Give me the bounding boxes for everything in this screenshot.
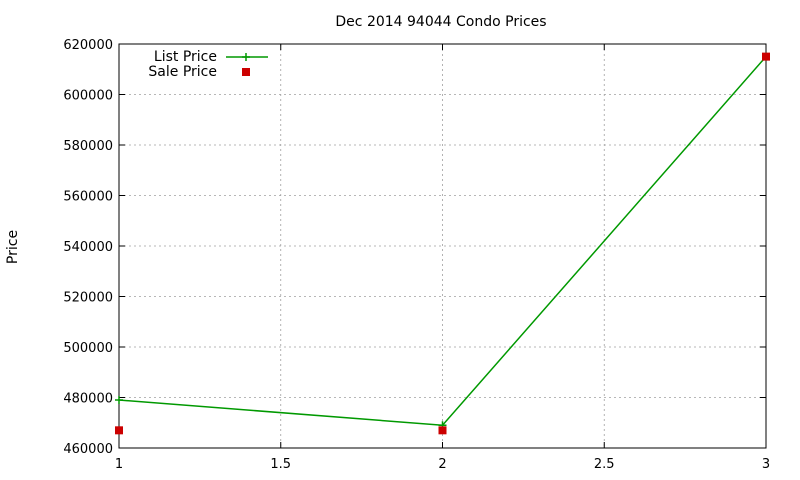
y-axis-label: Price [5,230,21,264]
y-tick-label: 560000 [63,190,113,205]
series-layer [115,52,770,435]
list-price-point [115,396,123,405]
y-tick-label: 540000 [63,240,113,255]
y-tick-label: 600000 [63,89,113,104]
y-tick-label: 460000 [63,442,113,457]
grid-lines [119,44,766,448]
axis-ticks: 460000 480000 500000 520000 540000 560000 5800… [63,38,770,472]
legend-marker-list-price [242,53,250,61]
x-tick-label: 2 [438,457,446,472]
x-tick-label: 3 [762,457,770,472]
chart-title: Dec 2014 94044 Condo Prices [335,14,546,30]
sale-price-point [438,426,447,435]
legend-label-list-price: List Price [154,49,217,65]
y-tick-label: 620000 [63,38,113,53]
y-tick-label: 520000 [63,291,113,306]
x-tick-label: 1 [115,457,123,472]
y-tick-label: 480000 [63,392,113,407]
x-tick-label: 2.5 [594,457,615,472]
legend-label-sale-price: Sale Price [148,64,217,80]
sale-price-point [762,52,770,61]
x-tick-label: 1.5 [270,457,291,472]
sale-price-point [115,426,123,435]
y-tick-label: 580000 [63,139,113,154]
y-tick-label: 500000 [63,341,113,356]
plot-frame [118,43,767,449]
legend: List Price Sale Price [148,49,268,80]
legend-marker-sale-price [242,68,250,76]
